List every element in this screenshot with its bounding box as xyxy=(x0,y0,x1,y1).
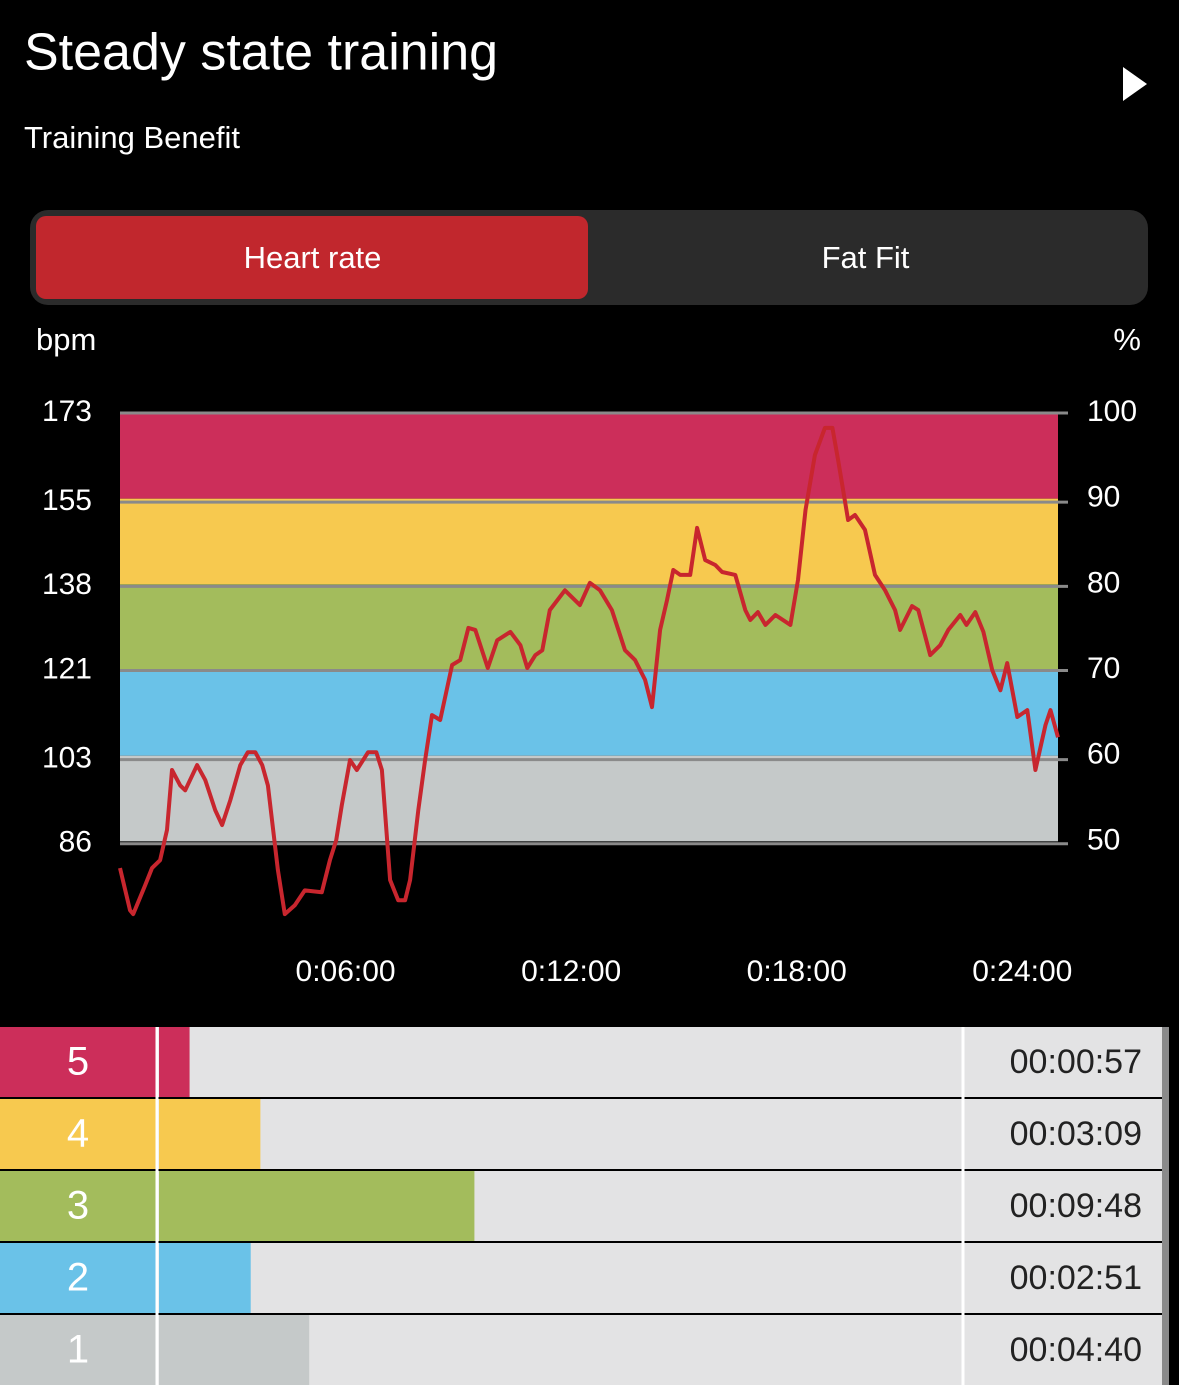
y-axis-label: bpm xyxy=(36,322,96,357)
heart-rate-line xyxy=(118,425,1060,917)
y2-tick-label: 80 xyxy=(1087,566,1120,599)
zone-bar xyxy=(159,1315,310,1385)
y2-tick-label: 60 xyxy=(1087,738,1120,771)
zone-row xyxy=(0,1027,1163,1097)
zone-time: 00:04:40 xyxy=(1010,1331,1142,1369)
zone-band xyxy=(120,498,1058,585)
subtitle: Training Benefit xyxy=(24,120,240,155)
zone-number: 4 xyxy=(67,1112,89,1156)
zone-time: 00:00:57 xyxy=(1010,1043,1142,1081)
y-tick-label: 86 xyxy=(59,826,92,859)
zone-number: 3 xyxy=(67,1184,89,1228)
zone-bar xyxy=(159,1099,261,1169)
zone-time: 00:09:48 xyxy=(1010,1187,1142,1225)
zone-number-cell xyxy=(0,1171,156,1241)
zone-number: 5 xyxy=(67,1040,89,1084)
zone-number: 2 xyxy=(67,1256,89,1300)
zone-band xyxy=(120,584,1058,670)
tab-label[interactable]: Heart rate xyxy=(244,240,382,275)
x-tick-label: 0:18:00 xyxy=(747,955,847,988)
zone-number-cell xyxy=(0,1027,156,1097)
zone-bar xyxy=(159,1243,251,1313)
y-tick-label: 103 xyxy=(42,742,92,775)
y2-tick-label: 100 xyxy=(1087,395,1137,428)
y2-tick-label: 70 xyxy=(1087,652,1120,685)
y2-axis-label: % xyxy=(1113,322,1141,357)
zone-band xyxy=(120,670,1058,756)
zone-bar xyxy=(159,1171,475,1241)
zone-time: 00:03:09 xyxy=(1010,1115,1142,1153)
y-tick-label: 138 xyxy=(42,568,92,601)
y2-tick-label: 50 xyxy=(1087,823,1120,856)
y-tick-label: 155 xyxy=(42,484,92,517)
zone-number-cell xyxy=(0,1315,156,1385)
x-tick-label: 0:24:00 xyxy=(972,955,1072,988)
zone-number-cell xyxy=(0,1243,156,1313)
y-tick-label: 173 xyxy=(42,395,92,428)
scrollbar xyxy=(1162,1027,1169,1385)
zone-number-cell xyxy=(0,1099,156,1169)
zone-number: 1 xyxy=(67,1328,89,1372)
page-title: Steady state training xyxy=(24,24,498,82)
zone-band xyxy=(120,755,1058,842)
y-tick-label: 121 xyxy=(42,652,92,685)
play-button[interactable] xyxy=(1123,67,1147,101)
x-tick-label: 0:12:00 xyxy=(521,955,621,988)
zone-bar xyxy=(159,1027,190,1097)
zone-band xyxy=(120,413,1058,499)
y2-tick-label: 90 xyxy=(1087,481,1120,514)
tab-active[interactable] xyxy=(36,216,588,299)
zone-time: 00:02:51 xyxy=(1010,1259,1142,1297)
tab-label[interactable]: Fat Fit xyxy=(822,240,910,275)
x-tick-label: 0:06:00 xyxy=(296,955,396,988)
